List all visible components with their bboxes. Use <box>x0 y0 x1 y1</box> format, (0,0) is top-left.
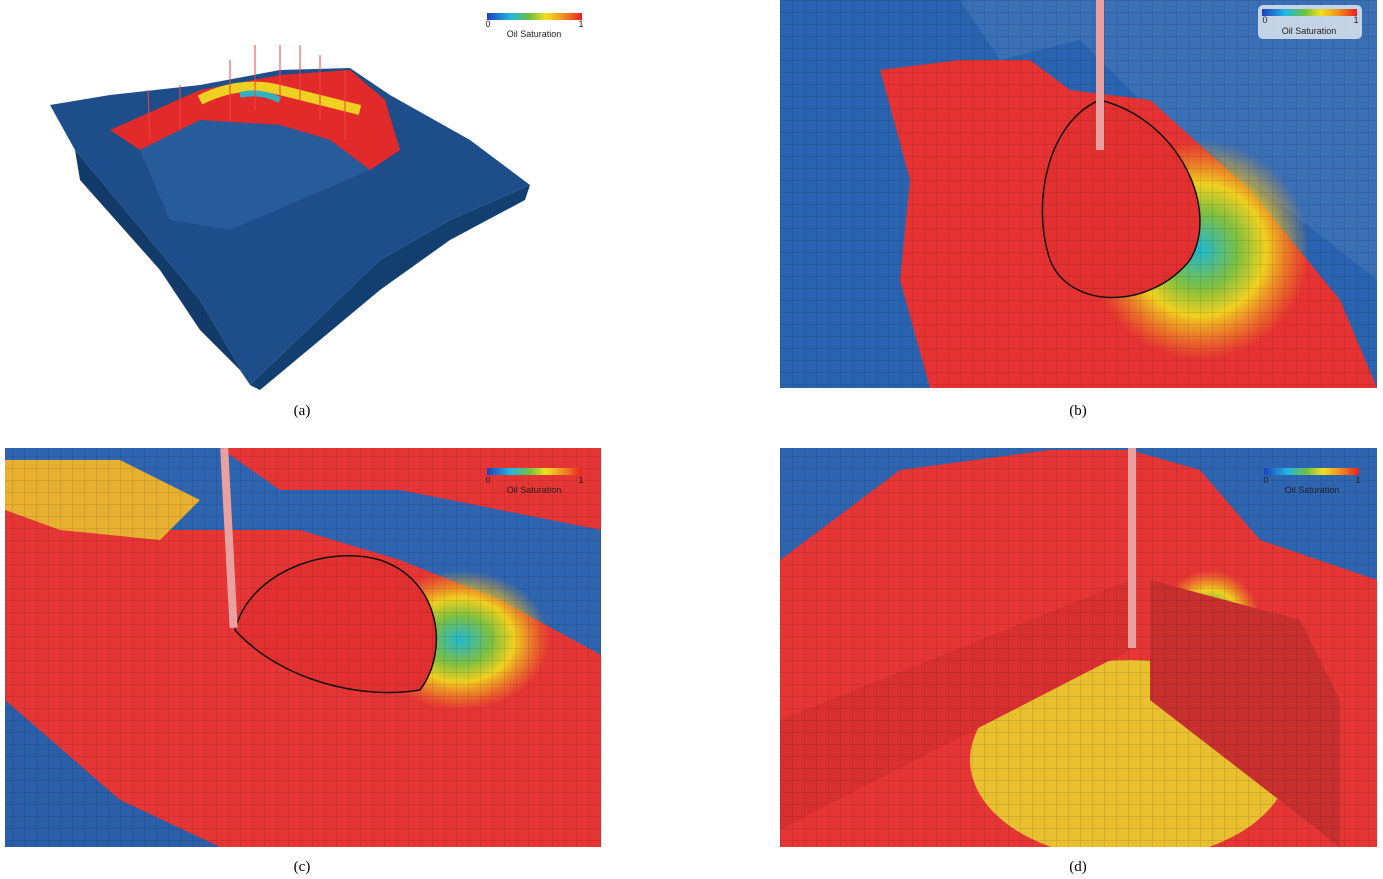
colorbar-max: 1 <box>578 19 583 29</box>
colorbar-a: 0 1 Oil Saturation <box>485 13 583 39</box>
colorbar-min: 0 <box>485 19 490 29</box>
colorbar-min: 0 <box>1262 15 1267 25</box>
panel-d <box>780 448 1377 860</box>
colorbar-title: Oil Saturation <box>507 29 562 39</box>
colorbar-title: Oil Saturation <box>507 485 562 495</box>
colorbar-max: 1 <box>1353 15 1358 25</box>
panel-b <box>780 0 1377 388</box>
caption: (d) <box>1069 859 1087 875</box>
colorbar-min: 0 <box>1263 475 1268 485</box>
figure: 0 1 Oil Saturation 0 1 Oil Saturation 0 … <box>0 0 1383 879</box>
caption: (b) <box>1069 403 1087 419</box>
page: 0 1 Oil Saturation 0 1 Oil Saturation 0 … <box>0 0 1383 879</box>
colorbar-max: 1 <box>1355 475 1360 485</box>
colorbar-min: 0 <box>485 475 490 485</box>
colorbar-title: Oil Saturation <box>1285 485 1340 495</box>
panel-a <box>50 45 530 390</box>
caption: (a) <box>294 403 311 419</box>
caption: (c) <box>294 859 311 875</box>
colorbar-title: Oil Saturation <box>1282 26 1337 36</box>
panel-c <box>5 448 601 847</box>
colorbar-max: 1 <box>578 475 583 485</box>
colorbar-b: 0 1 Oil Saturation <box>1258 5 1362 39</box>
